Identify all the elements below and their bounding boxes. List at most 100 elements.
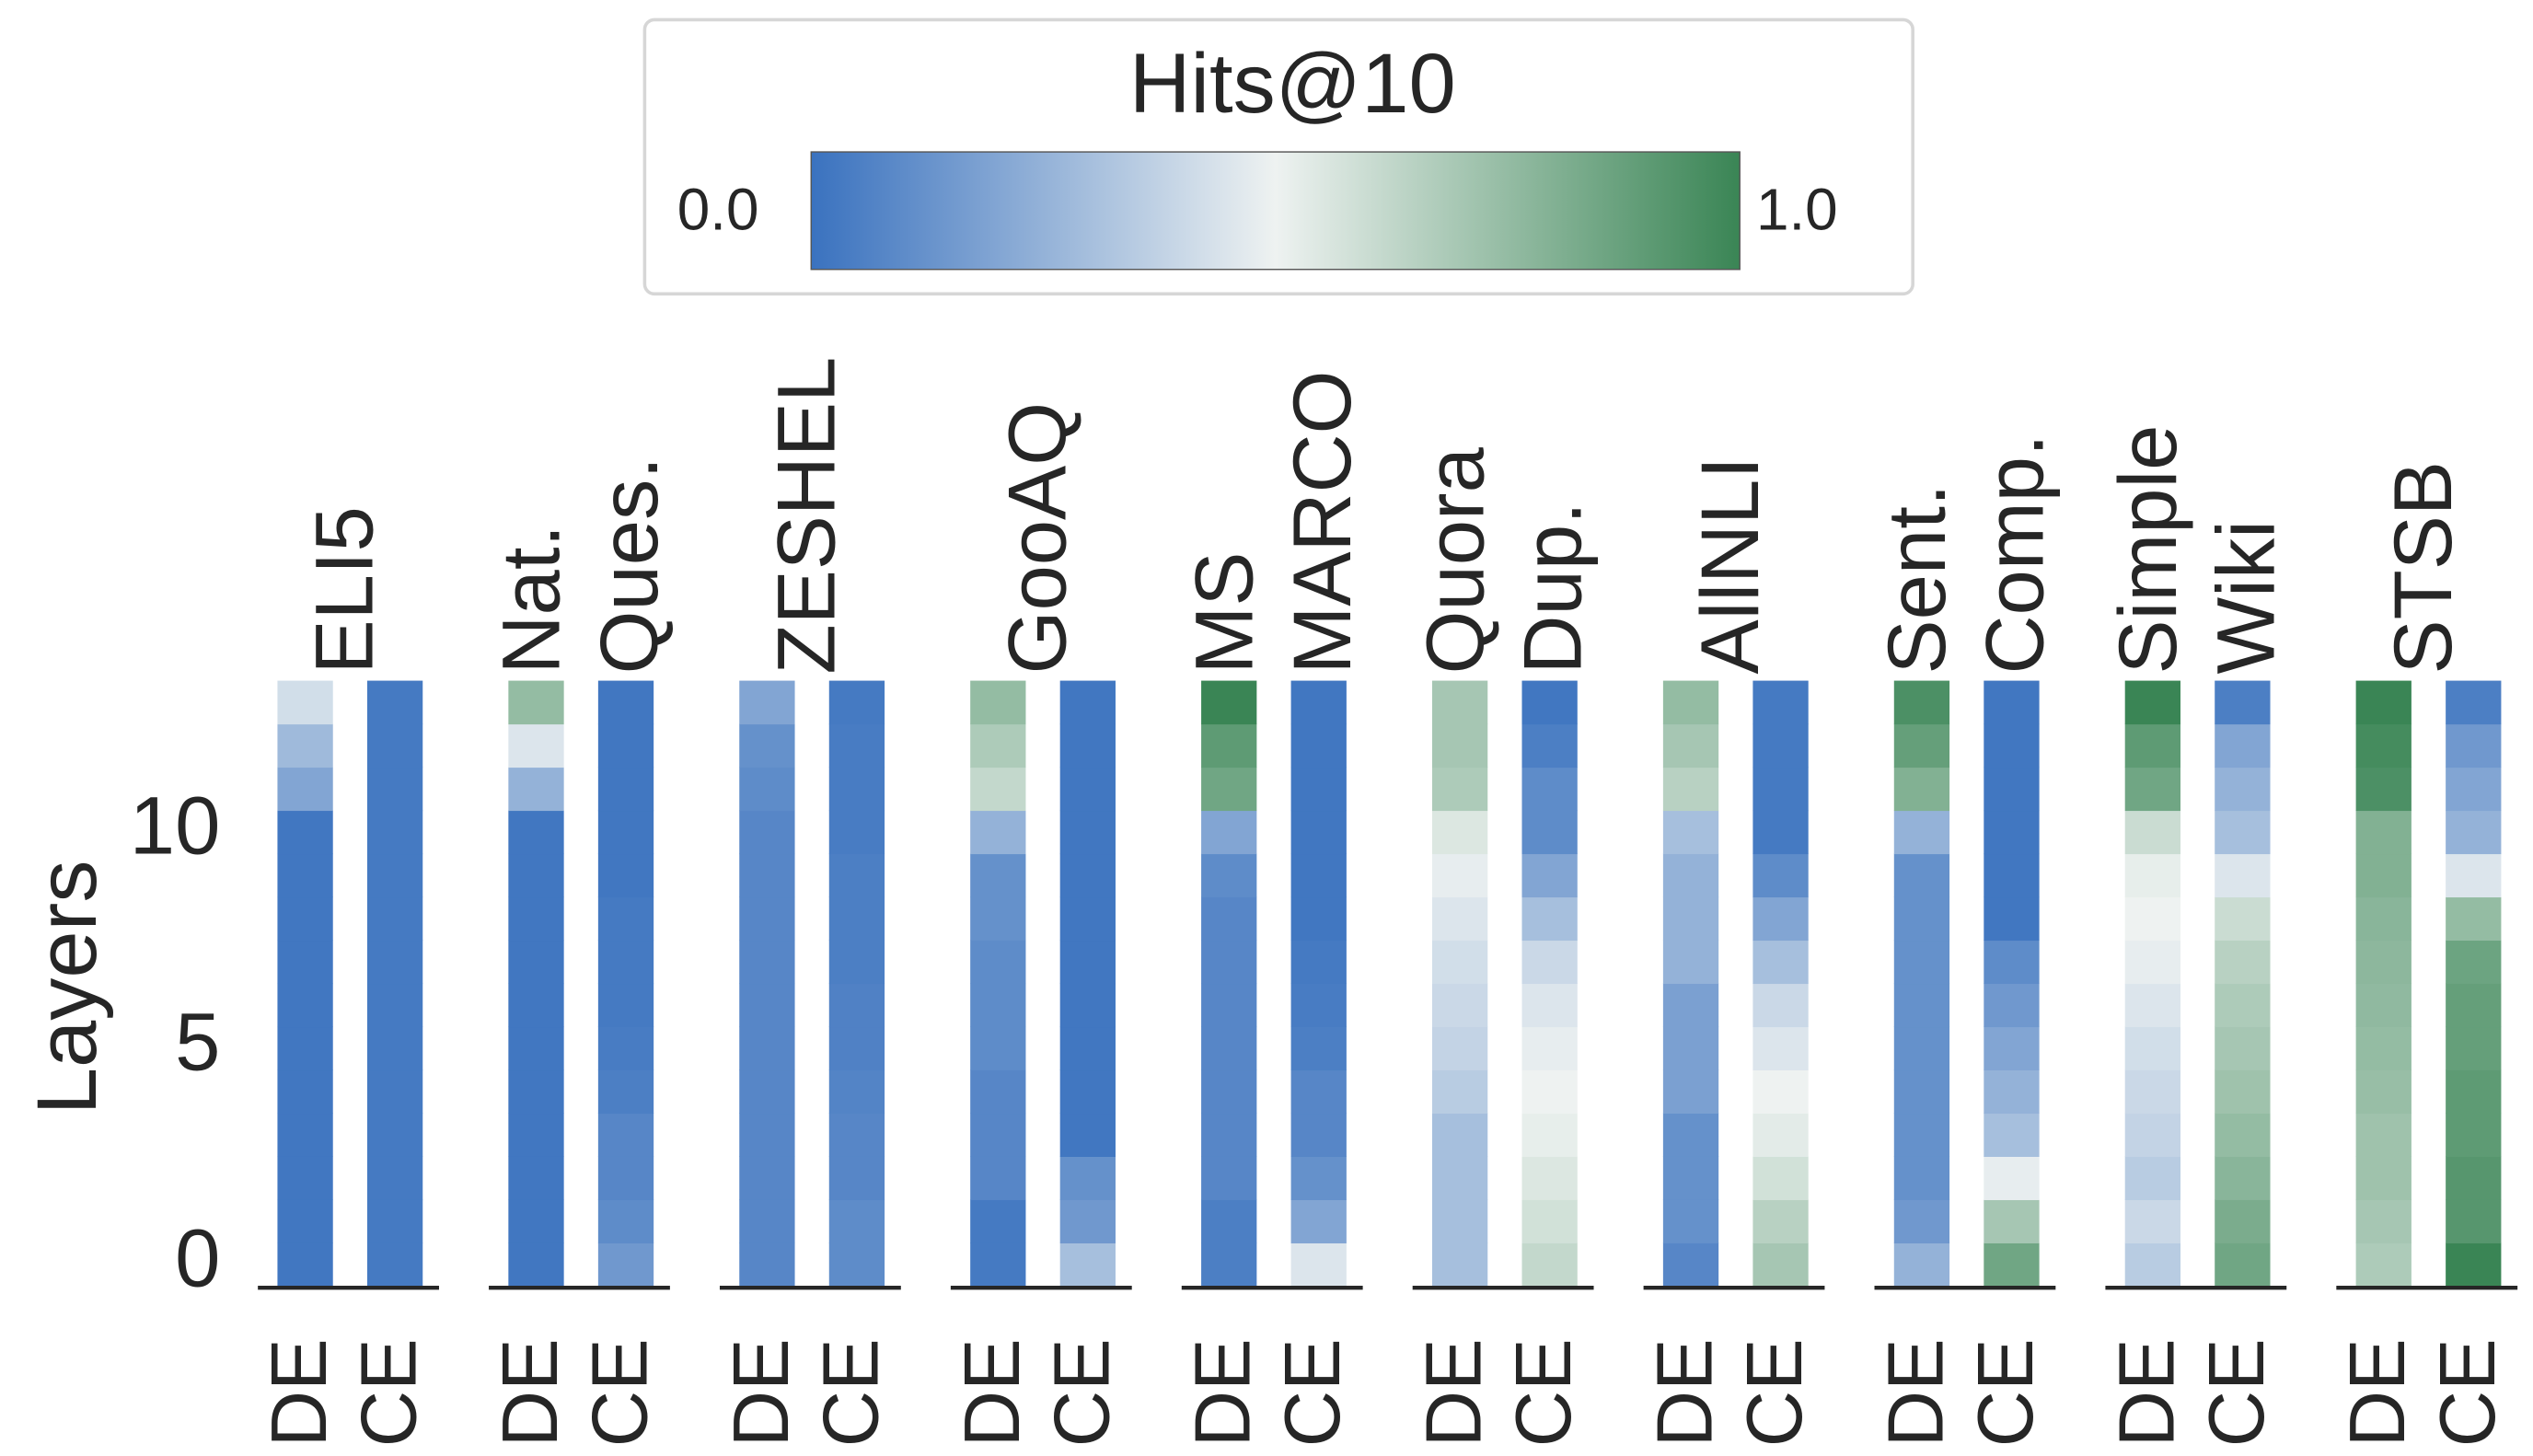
heatmap-cell <box>508 1242 564 1287</box>
heatmap-cell <box>828 810 885 855</box>
heatmap-cell <box>1201 1113 1257 1157</box>
heatmap-cell <box>1201 1026 1257 1071</box>
heatmap-cell <box>366 810 423 855</box>
group-label: STSB <box>2377 461 2469 675</box>
heatmap-cell <box>1984 1026 2040 1071</box>
group-label: ZESHEL <box>760 357 851 675</box>
heatmap-cell <box>1521 940 1578 985</box>
heatmap-cell <box>739 896 795 942</box>
heatmap-cell <box>1662 1026 1719 1071</box>
heatmap-cell <box>277 1026 333 1071</box>
heatmap-cell <box>1752 1069 1809 1115</box>
heatmap-cell <box>970 680 1026 725</box>
heatmap-cell <box>1752 810 1809 855</box>
heatmap-cell <box>1752 1156 1809 1200</box>
heatmap-cell <box>1521 1156 1578 1200</box>
model-label: CE <box>1500 1338 1588 1447</box>
heatmap-cell <box>2446 940 2502 985</box>
group-label: Nat. <box>486 525 577 675</box>
heatmap-cell <box>970 983 1026 1028</box>
heatmap-cell <box>2355 896 2412 942</box>
heatmap-cell <box>1201 896 1257 942</box>
heatmap-cell <box>1059 723 1116 768</box>
heatmap-cell <box>1290 767 1347 812</box>
model-label: DE <box>2103 1338 2191 1447</box>
heatmap-cell <box>508 1069 564 1115</box>
group-label: ELI5 <box>299 506 390 674</box>
model-label: CE <box>346 1338 434 1447</box>
heatmap-cell <box>597 1069 654 1115</box>
heatmap-cell <box>970 1113 1026 1157</box>
heatmap-cell <box>597 853 654 898</box>
heatmap-cell <box>1059 1113 1116 1157</box>
heatmap-cell <box>970 853 1026 898</box>
heatmap-cell <box>1059 767 1116 812</box>
heatmap-cell <box>2215 983 2271 1028</box>
heatmap-cell <box>2215 1242 2271 1287</box>
heatmap-cell <box>1893 983 1950 1028</box>
heatmap-cell <box>1059 983 1116 1028</box>
heatmap-cell <box>1752 1026 1809 1071</box>
group-label: AllNLI <box>1684 456 1775 674</box>
heatmap-cell <box>1662 983 1719 1028</box>
colorbar-tick-label: 1.0 <box>1756 176 1838 242</box>
heatmap-cell <box>508 940 564 985</box>
colorbar-tick-label: 0.0 <box>677 176 759 242</box>
heatmap-cell <box>2446 680 2502 725</box>
heatmap-cell <box>1984 810 2040 855</box>
heatmap-cell <box>2124 810 2180 855</box>
heatmap-cell <box>2446 1199 2502 1243</box>
model-label: DE <box>2334 1338 2422 1447</box>
heatmap-cell <box>508 853 564 898</box>
heatmap-cell <box>1662 1199 1719 1243</box>
heatmap-cell <box>2124 896 2180 942</box>
heatmap-cell <box>1984 723 2040 768</box>
heatmap-cell <box>277 1069 333 1115</box>
heatmap-cell <box>1059 1242 1116 1287</box>
heatmap-cell <box>366 767 423 812</box>
heatmap-cell <box>1893 1156 1950 1200</box>
heatmap-cell <box>970 810 1026 855</box>
heatmap-cell <box>2215 1026 2271 1071</box>
heatmap-cell <box>2355 983 2412 1028</box>
model-label: CE <box>577 1338 665 1447</box>
heatmap-cell <box>1662 680 1719 725</box>
heatmap-cell <box>1984 940 2040 985</box>
heatmap-cell <box>1431 1242 1488 1287</box>
heatmap-cell <box>277 853 333 898</box>
heatmap-cell <box>970 1199 1026 1243</box>
model-label: DE <box>487 1338 574 1447</box>
heatmap-cell <box>1059 1156 1116 1200</box>
heatmap-cell <box>1431 1156 1488 1200</box>
model-label: DE <box>1411 1338 1498 1447</box>
heatmap-cell <box>277 983 333 1028</box>
heatmap-cell <box>1290 853 1347 898</box>
heatmap-cell <box>1431 723 1488 768</box>
heatmap-cell <box>1984 1156 2040 1200</box>
heatmap-cell <box>1893 1199 1950 1243</box>
heatmap-cell <box>597 1242 654 1287</box>
heatmap-cell <box>970 896 1026 942</box>
heatmap-cell <box>508 723 564 768</box>
heatmap-cell <box>828 1026 885 1071</box>
heatmap-cell <box>2215 1113 2271 1157</box>
heatmap-cell <box>597 896 654 942</box>
heatmap-cell <box>828 1156 885 1200</box>
heatmap-cell <box>1201 810 1257 855</box>
heatmap-cell <box>1431 1069 1488 1115</box>
heatmap-cell <box>1752 1113 1809 1157</box>
heatmap-cell <box>1201 983 1257 1028</box>
heatmap-cell <box>1201 680 1257 725</box>
heatmap-cell <box>1431 896 1488 942</box>
group-label: Wiki <box>2200 520 2291 674</box>
heatmap-cell <box>828 940 885 985</box>
heatmap-cell <box>2124 940 2180 985</box>
heatmap-cell <box>2124 1199 2180 1243</box>
heatmap-cell <box>1893 1069 1950 1115</box>
heatmap-cell <box>1431 680 1488 725</box>
heatmap-cell <box>1431 853 1488 898</box>
heatmap-cell <box>508 767 564 812</box>
heatmap-cell <box>2124 1069 2180 1115</box>
heatmap-cell <box>1201 1242 1257 1287</box>
